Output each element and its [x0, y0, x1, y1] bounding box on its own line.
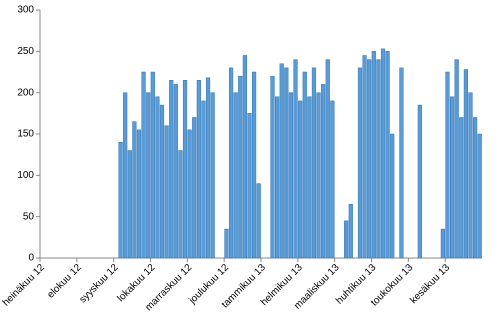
bar [325, 59, 330, 259]
y-tick-label: 0 [28, 253, 34, 264]
x-tick-label: kesäkuu 13 [408, 262, 452, 306]
x-tick-label: heinäkuu 12 [1, 262, 48, 309]
bar [201, 100, 206, 259]
bar [192, 117, 197, 259]
bar [321, 84, 326, 259]
bar [242, 55, 247, 259]
bar [238, 75, 243, 259]
bar [233, 92, 238, 259]
bar [362, 55, 367, 259]
bar [146, 92, 151, 259]
x-tick-label: syyskuu 12 [77, 262, 120, 305]
bar [445, 71, 450, 259]
bar [311, 67, 317, 259]
y-tick-label: 100 [17, 170, 34, 181]
bar [155, 96, 160, 259]
y-tick-label: 300 [17, 5, 34, 16]
bar [228, 67, 234, 259]
y-tick-label: 150 [17, 129, 34, 140]
bar [357, 67, 363, 259]
bar [348, 204, 353, 259]
bar [440, 228, 445, 259]
bar [205, 77, 211, 259]
bar [164, 125, 169, 259]
bar [256, 183, 261, 259]
y-tick-label: 200 [17, 87, 34, 98]
bar [270, 75, 275, 259]
bar [118, 142, 123, 259]
y-tick-label: 50 [23, 211, 35, 222]
bar [449, 96, 455, 259]
bar [376, 59, 381, 259]
bar [390, 133, 395, 259]
bar [477, 133, 482, 259]
bar [454, 59, 459, 259]
bar [252, 71, 257, 259]
bar [367, 59, 372, 259]
bar [224, 228, 229, 259]
bar [178, 150, 183, 259]
bar [136, 129, 142, 259]
bar [169, 80, 174, 259]
bar [196, 80, 201, 259]
bar [371, 51, 376, 259]
bar [298, 100, 303, 259]
bar [380, 48, 386, 259]
bar [173, 84, 178, 259]
bar [275, 96, 280, 259]
bar [468, 92, 473, 259]
bar [150, 71, 155, 259]
bar [182, 80, 188, 259]
bar [293, 59, 298, 259]
bar [284, 67, 289, 259]
bar [473, 117, 478, 259]
bar [187, 129, 192, 259]
bar [127, 150, 132, 259]
bar [302, 71, 307, 259]
bar [307, 96, 312, 259]
bar [159, 104, 165, 259]
bar [247, 113, 252, 259]
x-tick-label: elokuu 12 [45, 262, 84, 301]
bar [463, 69, 468, 259]
bar [417, 104, 422, 259]
bar [385, 51, 390, 259]
bar [459, 117, 464, 259]
bar [330, 100, 335, 259]
y-tick-label: 250 [17, 46, 34, 57]
bar [279, 63, 284, 259]
bar [316, 92, 321, 259]
bar [123, 92, 128, 259]
bar [132, 121, 137, 259]
bar [344, 220, 349, 259]
bar [210, 92, 215, 259]
bar [141, 71, 146, 259]
bar [288, 92, 294, 259]
bar [399, 67, 404, 259]
